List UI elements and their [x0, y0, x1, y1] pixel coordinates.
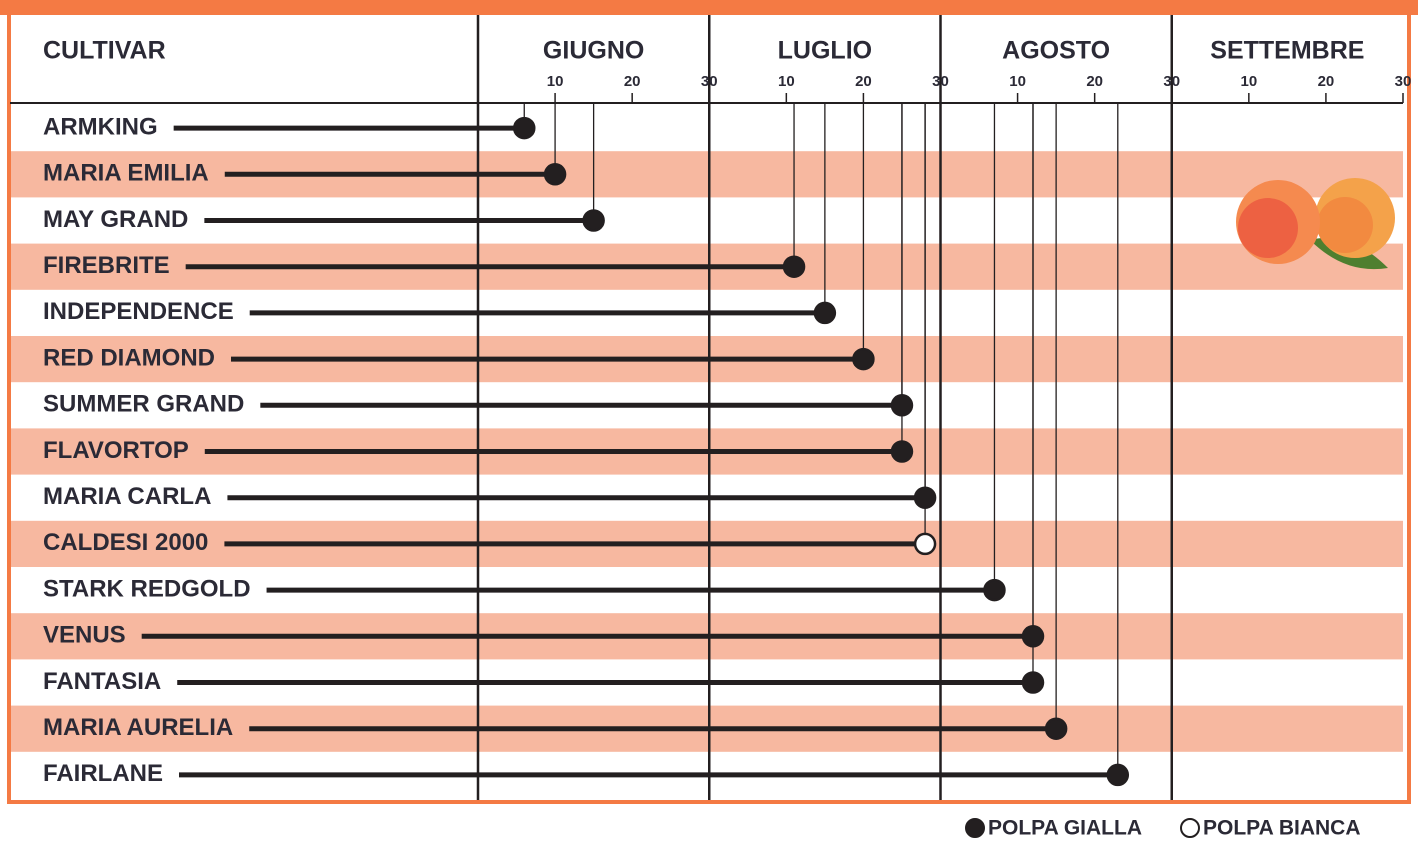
- dot: [584, 211, 604, 231]
- dot: [984, 580, 1004, 600]
- month-label: LUGLIO: [778, 37, 872, 65]
- dot: [1108, 765, 1128, 785]
- row-label: FIREBRITE: [43, 252, 170, 279]
- row-label: CALDESI 2000: [43, 529, 208, 556]
- row-label: MARIA AURELIA: [43, 714, 233, 741]
- row-label: FLAVORTOP: [43, 437, 189, 464]
- row-label: FAIRLANE: [43, 760, 163, 787]
- legend-label: POLPA GIALLA: [988, 817, 1142, 840]
- row-label: VENUS: [43, 622, 126, 649]
- dot: [1046, 719, 1066, 739]
- dot: [1023, 626, 1043, 646]
- row-label: SUMMER GRAND: [43, 391, 244, 418]
- x-tick-label: 20: [624, 73, 641, 90]
- dot: [892, 442, 912, 462]
- row-label: RED DIAMOND: [43, 344, 215, 371]
- row-label: FANTASIA: [43, 668, 161, 695]
- x-tick-label: 10: [1240, 73, 1257, 90]
- x-tick-label: 10: [778, 73, 795, 90]
- dot: [915, 488, 935, 508]
- peach-blush: [1317, 197, 1373, 253]
- x-tick-label: 30: [1163, 73, 1180, 90]
- row-label: MARIA CARLA: [43, 483, 211, 510]
- x-tick-label: 20: [855, 73, 872, 90]
- legend-marker: [966, 819, 984, 837]
- dot: [784, 257, 804, 277]
- row-band: [10, 151, 1403, 197]
- dot: [892, 395, 912, 415]
- x-tick-label: 30: [701, 73, 718, 90]
- x-tick-label: 10: [1009, 73, 1026, 90]
- month-label: AGOSTO: [1002, 37, 1110, 65]
- dot: [1023, 673, 1043, 693]
- chart: CULTIVAR GIUGNO LUGLIO AGOSTO SETTEMBRE 10 20…: [0, 0, 1418, 841]
- peach-blush: [1238, 198, 1298, 258]
- month-label: GIUGNO: [543, 37, 644, 65]
- x-tick-label: 10: [547, 73, 564, 90]
- month-label: SETTEMBRE: [1210, 37, 1364, 65]
- x-tick-label: 30: [1395, 73, 1412, 90]
- dot: [545, 164, 565, 184]
- row-label: INDEPENDENCE: [43, 298, 234, 325]
- row-label: MAY GRAND: [43, 206, 188, 233]
- x-tick-label: 30: [932, 73, 949, 90]
- legend-marker: [1181, 819, 1199, 837]
- row-label: ARMKING: [43, 113, 158, 140]
- dot: [915, 534, 935, 554]
- dot: [815, 303, 835, 323]
- dot: [514, 118, 534, 138]
- dot: [853, 349, 873, 369]
- row-label: MARIA EMILIA: [43, 160, 209, 187]
- legend-label: POLPA BIANCA: [1203, 817, 1361, 840]
- column-header: CULTIVAR: [43, 37, 166, 65]
- x-tick-label: 20: [1086, 73, 1103, 90]
- row-label: STARK REDGOLD: [43, 575, 251, 602]
- x-tick-label: 20: [1318, 73, 1335, 90]
